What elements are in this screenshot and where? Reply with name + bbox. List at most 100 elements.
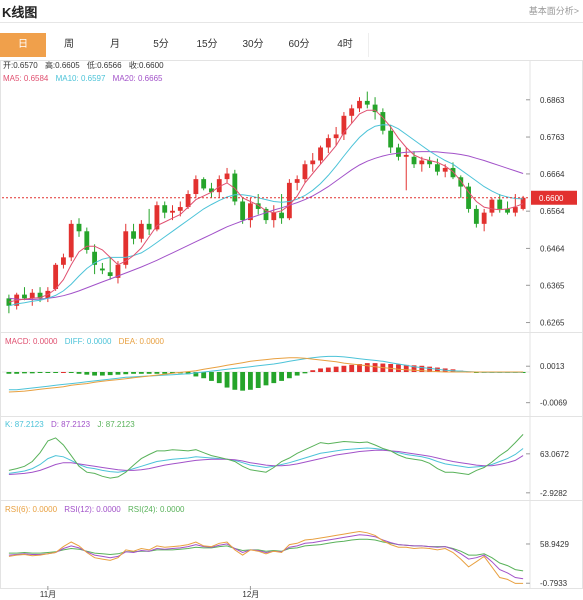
candle-body xyxy=(318,147,323,161)
rsi24-line xyxy=(8,538,524,572)
macd-bar xyxy=(162,372,168,374)
candle-body xyxy=(481,212,487,224)
macd-bar xyxy=(185,372,191,375)
candle-body xyxy=(520,197,526,209)
high-label: 高: xyxy=(45,60,55,70)
tab-5[interactable]: 30分 xyxy=(230,33,277,57)
j-label: J: 87.2123 xyxy=(97,420,135,429)
macd-bar xyxy=(349,364,355,372)
low-value: 0.6566 xyxy=(97,61,122,70)
close-label: 收: xyxy=(129,60,139,70)
candle-body xyxy=(458,177,464,187)
macd-bar xyxy=(201,372,207,379)
candle-body xyxy=(84,231,90,250)
candle-body xyxy=(224,173,230,180)
candle-body xyxy=(380,112,386,131)
open-value: 0.6570 xyxy=(13,61,38,70)
macd-bar xyxy=(29,372,35,374)
candle-body xyxy=(286,182,292,219)
candle-body xyxy=(61,257,66,265)
price-tick-label: 0.6763 xyxy=(540,133,565,142)
macd-bar xyxy=(68,372,74,373)
macd-bar xyxy=(318,368,323,372)
candle-body xyxy=(388,130,394,148)
candle-body xyxy=(29,292,35,299)
rsi-readout: RSI(6): 0.0000 RSI(12): 0.0000 RSI(24): … xyxy=(5,505,185,514)
macd-bar xyxy=(263,372,269,386)
candle-body xyxy=(427,160,433,165)
high-value: 0.6605 xyxy=(55,61,80,70)
period-tabs: 日周月 5分 15分 30分 60分 4时 xyxy=(0,33,583,57)
price-tick-label: 0.6365 xyxy=(540,281,565,290)
ma10-line xyxy=(8,124,524,307)
rsi24-label: RSI(24): 0.0000 xyxy=(128,505,185,514)
page-title: K线图 xyxy=(2,5,38,20)
macd-readout: MACD: 0.0000 DIFF: 0.0000 DEA: 0.0000 xyxy=(5,337,165,346)
macd-bar xyxy=(427,366,433,372)
macd-bar xyxy=(6,372,12,374)
candle-body xyxy=(497,199,503,209)
candle-body xyxy=(154,205,160,230)
candle-body xyxy=(294,179,300,183)
macd-bar xyxy=(396,364,401,372)
candle-body xyxy=(123,231,129,265)
candle-body xyxy=(248,203,253,221)
candle-body xyxy=(473,208,479,224)
price-tick-label: 0.6664 xyxy=(540,170,565,179)
dea-line xyxy=(8,357,524,393)
rsi12-line xyxy=(8,534,524,580)
current-price-label: 0.6600 xyxy=(539,194,564,203)
macd-bar xyxy=(99,372,105,376)
price-tick-label: 0.6564 xyxy=(540,207,565,216)
candle-body xyxy=(325,138,331,148)
macd-tick-label: 0.0013 xyxy=(540,362,565,371)
macd-bar xyxy=(209,372,214,381)
candle-body xyxy=(170,210,175,213)
candle-body xyxy=(37,292,43,299)
ma10-label: MA10: 0.6597 xyxy=(56,74,106,83)
macd-bar xyxy=(216,372,222,384)
rsi-tick-label: 58.9429 xyxy=(540,540,569,549)
macd-bar xyxy=(232,372,238,390)
ma5-label: MA5: 0.6584 xyxy=(3,74,49,83)
candle-body xyxy=(333,134,339,139)
macd-bar xyxy=(14,372,20,374)
macd-bar xyxy=(364,363,370,372)
macd-bar xyxy=(170,372,175,374)
kdj-readout: K: 87.2123 D: 87.2123 J: 87.2123 xyxy=(5,420,135,429)
tab-1[interactable]: 周 xyxy=(46,33,93,57)
macd-label: MACD: 0.0000 xyxy=(5,337,58,346)
ma20-line xyxy=(8,151,524,300)
candle-body xyxy=(255,203,261,209)
macd-bar xyxy=(123,372,129,375)
macd-bar xyxy=(271,372,277,384)
candle-body xyxy=(489,199,495,213)
tab-7[interactable]: 4时 xyxy=(322,33,369,57)
macd-bar xyxy=(154,372,160,374)
rsi-tick-label: -0.7933 xyxy=(540,579,568,588)
k-label: K: 87.2123 xyxy=(5,420,44,429)
candle-body xyxy=(263,208,269,221)
macd-bar xyxy=(520,372,526,373)
fundamental-analysis-link[interactable]: 基本面分析> xyxy=(528,6,579,16)
macd-tick-label: -0.0069 xyxy=(540,399,568,408)
macd-bar xyxy=(411,365,417,372)
diff-line xyxy=(8,355,524,391)
candle-body xyxy=(185,194,191,208)
macd-bar xyxy=(333,366,339,372)
candle-body xyxy=(107,272,113,276)
kdj-tick-label: -2.9282 xyxy=(540,489,568,498)
candle-body xyxy=(341,115,347,135)
d-label: D: 87.2123 xyxy=(51,420,91,429)
price-tick-label: 0.6265 xyxy=(540,319,565,328)
candle-body xyxy=(53,264,59,290)
macd-bar xyxy=(76,372,82,374)
ma20-label: MA20: 0.6665 xyxy=(113,74,163,83)
macd-bar xyxy=(255,372,261,388)
tab-6[interactable]: 60分 xyxy=(276,33,323,57)
macd-bar xyxy=(224,372,230,388)
candle-body xyxy=(372,104,378,113)
macd-bar xyxy=(279,372,284,381)
macd-bar xyxy=(357,364,362,372)
candle-body xyxy=(201,179,207,189)
